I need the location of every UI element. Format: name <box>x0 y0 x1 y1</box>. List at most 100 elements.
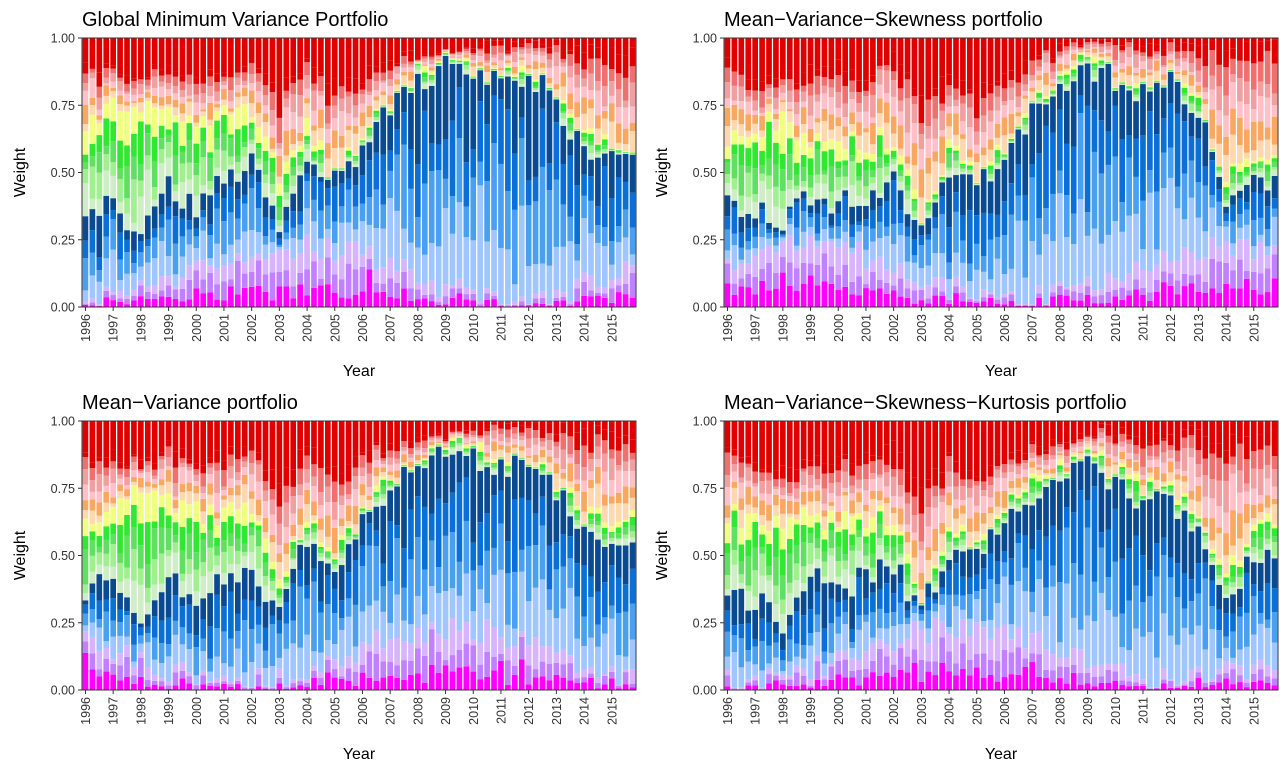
plot-border <box>81 420 637 691</box>
bar-segment <box>925 265 932 286</box>
bar-segment <box>484 241 490 289</box>
bar-stack <box>408 421 414 690</box>
bar-segment <box>186 683 193 690</box>
bar-segment <box>967 161 973 166</box>
bar-segment <box>532 51 539 55</box>
bar-segment <box>331 466 338 482</box>
bar-segment <box>539 441 546 447</box>
bar-segment <box>269 219 276 230</box>
bar-segment <box>1126 85 1132 87</box>
bar-segment <box>241 104 248 126</box>
bar-segment <box>338 518 345 527</box>
bar-stack <box>849 38 855 307</box>
bar-segment <box>165 481 172 494</box>
bar-segment <box>1119 72 1126 83</box>
bar-segment <box>318 72 324 77</box>
bar-segment <box>759 165 765 174</box>
bar-segment <box>1153 38 1160 45</box>
bar-segment <box>366 523 373 546</box>
bar-segment <box>560 118 567 126</box>
bar-segment <box>325 238 331 258</box>
bar-segment <box>138 164 144 181</box>
bar-segment <box>1022 194 1029 221</box>
bar-segment <box>415 217 421 248</box>
bar-segment <box>359 94 366 104</box>
bar-segment <box>380 563 387 587</box>
bar-segment <box>325 128 331 144</box>
bar-segment <box>276 633 283 658</box>
bar-segment <box>539 291 546 298</box>
bar-segment <box>442 456 449 504</box>
bar-segment <box>158 105 165 110</box>
bar-segment <box>110 210 116 220</box>
bar-segment <box>435 57 442 59</box>
bar-segment <box>532 437 539 445</box>
bar-segment <box>539 496 546 526</box>
bar-segment <box>553 497 560 500</box>
bar-segment <box>214 678 220 683</box>
bar-segment <box>946 170 952 178</box>
bar-segment <box>456 595 463 631</box>
bar-segment <box>1057 63 1063 71</box>
bar-segment <box>518 497 525 550</box>
bar-stack <box>1057 38 1063 307</box>
bar-segment <box>1188 197 1195 252</box>
bar-segment <box>491 441 497 451</box>
bar-segment <box>1063 195 1070 238</box>
bar-stack <box>144 38 151 307</box>
bar-segment <box>629 66 636 83</box>
bar-segment <box>373 506 380 531</box>
bar-segment <box>304 234 310 270</box>
bar-segment <box>595 242 601 287</box>
bar-segment <box>228 466 234 479</box>
bar-segment <box>602 110 608 119</box>
bar-segment <box>124 567 130 579</box>
bar-segment <box>1160 251 1167 272</box>
bar-stack <box>214 38 220 307</box>
bar-segment <box>738 286 745 307</box>
bar-segment <box>338 666 345 677</box>
bar-segment <box>366 651 373 678</box>
bar-segment <box>518 79 525 84</box>
bar-segment <box>172 467 179 484</box>
bar-segment <box>960 103 966 122</box>
bar-segment <box>1250 42 1257 64</box>
bar-segment <box>863 111 869 129</box>
bar-segment <box>738 210 745 217</box>
bar-segment <box>1119 281 1126 288</box>
bar-segment <box>615 545 622 578</box>
bar-segment <box>752 133 758 143</box>
bar-segment <box>1112 72 1119 78</box>
bar-segment <box>318 128 324 141</box>
bar-segment <box>359 510 366 512</box>
bar-segment <box>124 578 130 598</box>
bar-segment <box>1029 241 1035 305</box>
bar-stack <box>234 38 241 307</box>
bar-segment <box>973 243 980 270</box>
bar-segment <box>842 71 849 86</box>
bar-segment <box>505 467 511 472</box>
bar-segment <box>532 61 539 70</box>
bar-segment <box>421 61 428 65</box>
bar-segment <box>897 38 904 65</box>
bar-segment <box>780 234 786 236</box>
bar-segment <box>994 296 1001 300</box>
bar-segment <box>814 233 821 241</box>
bar-segment <box>421 468 428 507</box>
bar-segment <box>318 601 324 613</box>
bar-segment <box>1029 304 1035 306</box>
bar-segment <box>980 82 987 99</box>
bar-segment <box>1181 75 1188 84</box>
bar-segment <box>200 493 207 499</box>
bar-stack <box>994 38 1001 307</box>
bar-segment <box>96 152 103 173</box>
bar-segment <box>241 146 248 157</box>
bar-segment <box>724 670 731 676</box>
bar-segment <box>622 461 629 471</box>
bar-stack <box>165 38 172 307</box>
bar-segment <box>352 505 359 525</box>
bar-segment <box>234 564 241 583</box>
bar-segment <box>435 593 442 635</box>
bar-segment <box>1084 50 1091 53</box>
bar-segment <box>890 80 897 97</box>
